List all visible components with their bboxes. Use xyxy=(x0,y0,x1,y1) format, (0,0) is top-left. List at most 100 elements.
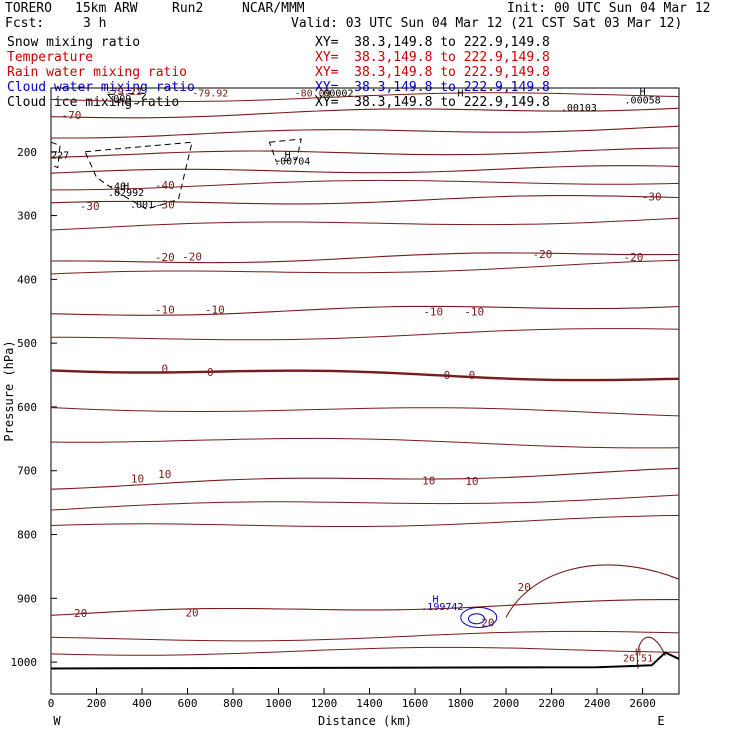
temperature-label: -20 xyxy=(624,251,644,264)
temperature-label: -70 xyxy=(62,109,82,122)
field-xy-rain: XY= 38.3,149.8 to 222.9,149.8 xyxy=(315,65,550,80)
fcst-label: Fcst: xyxy=(5,16,45,31)
x-tick-label: 2600 xyxy=(629,697,656,710)
y-tick-label: 1000 xyxy=(11,656,38,669)
temperature-label: 0 xyxy=(161,363,168,376)
temperature-label: 10 xyxy=(158,468,171,481)
x-tick-label: 1200 xyxy=(311,697,338,710)
temperature-contours xyxy=(50,92,680,669)
annotation-label: H xyxy=(123,182,129,193)
annotation-label: .00103 xyxy=(561,103,597,114)
temperature-label: -20 xyxy=(155,251,175,264)
east-label: E xyxy=(657,714,664,728)
init-time: Init: 00 UTC Sun 04 Mar 12 xyxy=(507,1,711,16)
temperature-contour xyxy=(50,599,679,616)
y-axis-title: Pressure (hPa) xyxy=(2,340,16,441)
annotation-label: .00704 xyxy=(274,157,310,168)
temperature-contour xyxy=(50,217,680,231)
annotation-label: .00058 xyxy=(625,95,661,106)
field-label-cloud-ice: Cloud ice mixing ratio xyxy=(7,95,180,110)
y-tick-label: 700 xyxy=(17,465,37,478)
temperature-label: 10 xyxy=(422,474,435,487)
contour-labels: -70 -40 -30 -30 -30 -20 -20 -20 -20 -10 -10 -10 -10 0… xyxy=(51,87,662,664)
temperature-label: 0 xyxy=(469,369,476,382)
cloud-ice-contour xyxy=(84,141,193,210)
x-tick-label: 0 xyxy=(48,697,55,710)
annotation-label: 26.51 xyxy=(623,654,653,665)
annotation-label: -40 xyxy=(108,182,126,193)
temperature-label: -10 xyxy=(423,305,443,318)
temperature-contour xyxy=(50,252,680,264)
west-label: W xyxy=(53,714,61,728)
temperature-label: 20 xyxy=(185,606,198,619)
annotation-label: H xyxy=(640,87,646,98)
temperature-label: -30 xyxy=(642,190,662,203)
annotation-label: .009 xyxy=(107,94,131,105)
x-tick-label: 400 xyxy=(132,697,152,710)
terrain-line xyxy=(50,651,680,670)
temperature-contour xyxy=(50,165,680,174)
cloud-water-contour xyxy=(460,606,498,628)
grid-spec: 15km ARW xyxy=(75,1,138,16)
temperature-label: 10 xyxy=(131,472,144,485)
temperature-label: -20 xyxy=(533,248,553,261)
cloud-ice-contour xyxy=(107,92,148,105)
annotation-label: -79.92 xyxy=(192,88,228,99)
temperature-label: -10 xyxy=(205,303,225,316)
field-label-snow: Snow mixing ratio xyxy=(7,35,141,50)
x-tick-label: 600 xyxy=(178,697,198,710)
x-axis-title: Distance (km) xyxy=(318,714,412,728)
x-tick-label: 1400 xyxy=(356,697,383,710)
temperature-contour xyxy=(51,125,680,139)
temperature-label: 20 xyxy=(481,617,494,630)
temperature-contour xyxy=(50,467,680,490)
annotation-label: -80.09 xyxy=(295,88,331,99)
temperature-contour xyxy=(50,407,680,417)
x-tick-label: 2200 xyxy=(538,697,565,710)
field-label-temperature: Temperature xyxy=(7,50,94,65)
annotation-label: H xyxy=(635,647,641,658)
temperature-contour xyxy=(50,195,680,205)
temperature-contour xyxy=(505,564,680,618)
annotation-label: .00002 xyxy=(317,88,353,99)
temperature-label: -40 xyxy=(155,179,175,192)
cloud-ice-contour xyxy=(50,141,61,169)
y-tick-label: 500 xyxy=(17,337,37,350)
annotation-label: .02992 xyxy=(108,188,144,199)
temperature-contour xyxy=(50,514,680,527)
temperature-label: -10 xyxy=(155,303,175,316)
valid-time: Valid: 03 UTC Sun 04 Mar 12 (21 CST Sat … xyxy=(291,16,683,31)
temperature-label: -10 xyxy=(464,305,484,318)
annotation-label: -79.22 xyxy=(106,87,142,98)
x-tick-label: 2400 xyxy=(584,697,611,710)
annotation-label: H xyxy=(285,150,291,161)
org-name: NCAR/MMM xyxy=(242,1,305,16)
annotation-label: H xyxy=(458,88,464,99)
temperature-label: -20 xyxy=(182,250,202,263)
x-tick-label: 1600 xyxy=(402,697,429,710)
x-tick-label: 1800 xyxy=(447,697,474,710)
temperature-label: 0 xyxy=(207,366,214,379)
temperature-contour xyxy=(50,630,680,642)
temperature-label: 20 xyxy=(74,607,87,620)
y-tick-label: 400 xyxy=(17,273,37,286)
terrain xyxy=(50,651,680,670)
run-name: Run2 xyxy=(172,1,204,16)
x-tick-label: 800 xyxy=(223,697,243,710)
y-tick-label: 600 xyxy=(17,401,37,414)
fcst-value: 3 h xyxy=(83,16,107,31)
cloud-ice-contour xyxy=(268,138,302,162)
temperature-contour xyxy=(50,369,680,382)
temperature-label: 0 xyxy=(444,369,451,382)
temperature-contour xyxy=(51,179,680,191)
cloud-contours xyxy=(50,92,498,628)
y-tick-label: 200 xyxy=(17,146,37,159)
annotation-label: .199742 xyxy=(421,602,463,613)
temperature-contour xyxy=(50,305,680,316)
temperature-label: -30 xyxy=(80,200,100,213)
y-tick-label: 900 xyxy=(17,592,37,605)
field-label-rain: Rain water mixing ratio xyxy=(7,65,188,80)
annotation-label: 227 xyxy=(51,150,69,161)
model-name: TORERO xyxy=(5,1,52,16)
x-tick-label: 1000 xyxy=(265,697,292,710)
